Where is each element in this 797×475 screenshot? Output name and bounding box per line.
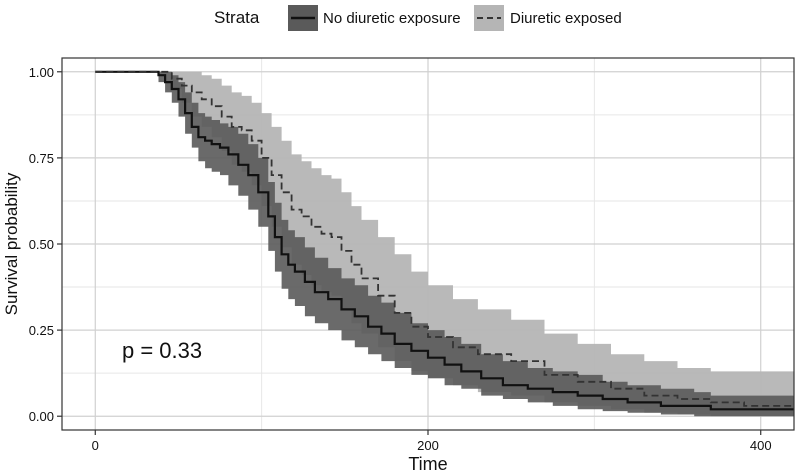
survival-line-diuretic: [95, 70, 794, 407]
y-tick-label: 1.00: [29, 65, 54, 80]
ci-band-no-diuretic: [95, 71, 795, 417]
legend: Strata No diuretic exposure Diuretic exp…: [214, 5, 622, 31]
x-tick-label: 0: [92, 438, 99, 453]
y-tick-label: 0.00: [29, 409, 54, 424]
y-tick-label: 0.50: [29, 237, 54, 252]
ci-band-diuretic: [95, 71, 795, 417]
x-tick-label: 200: [417, 438, 439, 453]
p-value-annotation: p = 0.33: [122, 338, 202, 363]
y-tick-label: 0.25: [29, 323, 54, 338]
x-tick-label: 400: [750, 438, 772, 453]
y-axis-label: Survival probability: [2, 172, 21, 315]
x-axis-label: Time: [408, 454, 447, 474]
survival-line-no-diuretic: [95, 70, 794, 411]
grid: [62, 58, 794, 430]
legend-label-no-diuretic: No diuretic exposure: [323, 10, 461, 27]
axes: 0 200 400 0.00 0.25 0.50 0.75 1.00: [29, 65, 772, 453]
confidence-bands: [95, 71, 795, 417]
legend-label-diuretic: Diuretic exposed: [510, 10, 622, 27]
survival-lines: [95, 70, 794, 411]
y-tick-label: 0.75: [29, 151, 54, 166]
legend-title: Strata: [214, 8, 260, 27]
